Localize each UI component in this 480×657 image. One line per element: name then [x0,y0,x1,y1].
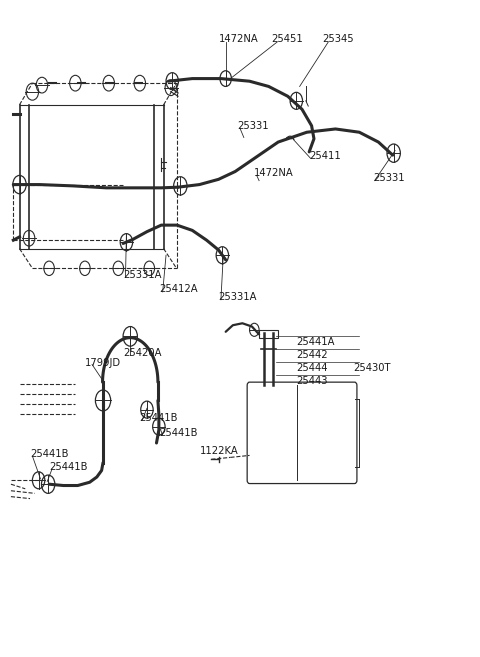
Text: 25444: 25444 [296,363,328,373]
Text: 25345: 25345 [322,34,354,44]
Text: 25412A: 25412A [159,284,197,294]
Text: 25441A: 25441A [296,336,335,347]
Text: 25443: 25443 [296,376,328,386]
Text: 25441B: 25441B [139,413,177,423]
Text: 25442: 25442 [296,350,328,359]
Text: 25441B: 25441B [30,449,69,459]
Text: 25441B: 25441B [159,428,197,438]
Text: 25430T: 25430T [354,363,391,373]
Text: 25331: 25331 [373,173,405,183]
Text: 1799JD: 1799JD [85,357,121,367]
Text: 1472NA: 1472NA [218,34,258,44]
Text: 25420A: 25420A [123,348,162,357]
Text: 25451: 25451 [271,34,303,44]
Text: 1122KA: 1122KA [199,446,238,456]
Text: 25441B: 25441B [49,462,88,472]
Text: 1472NA: 1472NA [254,168,294,178]
Text: 25331: 25331 [238,121,269,131]
Bar [259,330,278,338]
Text: 25331A: 25331A [123,270,162,280]
Text: 25411: 25411 [309,152,341,162]
Text: 25331A: 25331A [218,292,257,302]
